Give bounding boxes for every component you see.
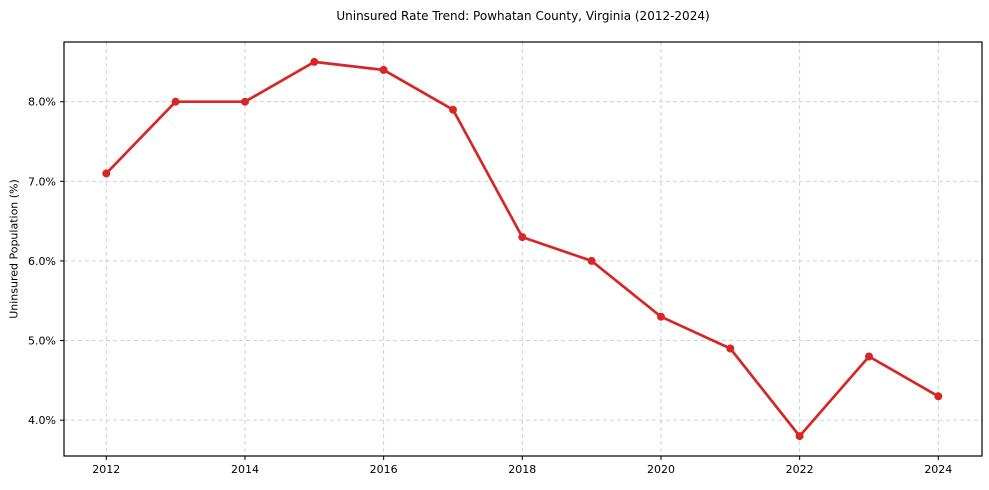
chart-title: Uninsured Rate Trend: Powhatan County, V…	[336, 9, 710, 23]
y-tick-label: 7.0%	[28, 175, 56, 188]
y-tick-label: 4.0%	[28, 414, 56, 427]
y-tick-label: 8.0%	[28, 96, 56, 109]
data-point-marker	[795, 432, 804, 441]
data-point-marker	[657, 312, 665, 321]
x-tick-label: 2022	[786, 463, 814, 476]
x-tick-label: 2012	[92, 463, 120, 476]
data-point-marker	[726, 344, 735, 353]
data-point-marker	[171, 97, 180, 106]
data-point-marker	[102, 169, 111, 178]
data-point-marker	[934, 392, 943, 401]
data-point-marker	[449, 105, 457, 114]
y-tick-label: 6.0%	[28, 255, 56, 268]
plot-border	[63, 41, 983, 457]
x-tick-label: 2014	[231, 463, 259, 476]
data-point-marker	[241, 97, 249, 106]
data-point-marker	[865, 352, 873, 361]
y-tick-label: 5.0%	[28, 335, 56, 348]
data-point-marker	[379, 65, 388, 74]
data-point-marker	[518, 233, 527, 242]
x-tick-label: 2024	[924, 463, 952, 476]
x-tick-label: 2018	[508, 463, 536, 476]
x-tick-label: 2016	[370, 463, 398, 476]
data-point-marker	[587, 256, 596, 265]
x-tick-label: 2020	[647, 463, 675, 476]
data-point-marker	[310, 57, 319, 66]
